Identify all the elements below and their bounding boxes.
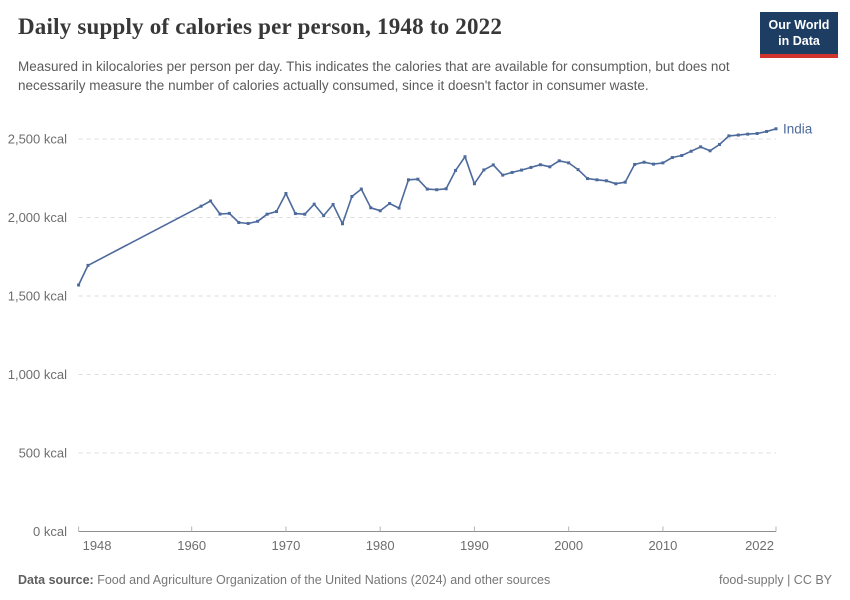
x-axis-tick-label: 1990 <box>460 538 489 553</box>
data-point-marker <box>472 182 476 186</box>
data-point-marker <box>77 283 81 287</box>
data-point-marker <box>765 129 769 133</box>
data-point-marker <box>435 188 439 192</box>
data-point-marker <box>227 211 231 215</box>
data-point-marker <box>699 145 703 149</box>
data-point-marker <box>520 168 524 172</box>
data-point-marker <box>416 177 420 181</box>
data-point-marker <box>331 202 335 206</box>
data-point-marker <box>633 162 637 166</box>
data-point-marker <box>774 127 778 131</box>
y-axis-tick-label: 0 kcal <box>33 524 67 539</box>
data-point-marker <box>425 187 429 191</box>
data-point-marker <box>717 142 721 146</box>
data-point-marker <box>86 263 90 267</box>
data-point-marker <box>237 221 241 225</box>
data-point-marker <box>727 134 731 138</box>
x-axis-tick-label: 1980 <box>366 538 395 553</box>
owid-logo-line2: in Data <box>778 33 820 48</box>
data-point-marker <box>576 168 580 172</box>
data-point-marker <box>388 202 392 206</box>
data-point-marker <box>614 182 618 186</box>
y-axis-tick-label: 1,000 kcal <box>8 367 67 382</box>
x-axis-tick-label: 1948 <box>83 538 112 553</box>
data-point-marker <box>557 159 561 163</box>
data-point-marker <box>218 212 222 216</box>
owid-logo[interactable]: Our World in Data <box>760 12 838 59</box>
data-point-marker <box>567 161 571 165</box>
data-point-marker <box>661 161 665 165</box>
x-axis-tick-label: 2022 <box>745 538 774 553</box>
data-point-marker <box>359 187 363 191</box>
data-point-marker <box>275 210 279 214</box>
data-point-marker <box>623 180 627 184</box>
data-point-marker <box>755 132 759 136</box>
datasource: Data source: Food and Agriculture Organi… <box>18 573 550 587</box>
chart-footer: Data source: Food and Agriculture Organi… <box>18 573 832 587</box>
owid-logo-line1: Our World <box>768 18 830 32</box>
data-point-marker <box>378 209 382 213</box>
data-point-marker <box>746 132 750 136</box>
x-axis-tick-label: 2010 <box>648 538 677 553</box>
x-axis-tick-label: 2000 <box>554 538 583 553</box>
y-axis-tick-label: 1,500 kcal <box>8 289 67 304</box>
data-point-marker <box>256 219 260 223</box>
data-point-marker <box>529 165 533 169</box>
data-point-marker <box>595 178 599 182</box>
data-point-marker <box>491 163 495 167</box>
y-axis-tick-label: 2,500 kcal <box>8 132 67 147</box>
data-point-marker <box>501 173 505 177</box>
data-point-marker <box>303 212 307 216</box>
data-point-marker <box>689 149 693 153</box>
data-point-marker <box>284 191 288 195</box>
data-series-line <box>77 128 777 286</box>
data-point-marker <box>670 156 674 160</box>
data-point-marker <box>350 194 354 198</box>
data-point-marker <box>444 187 448 191</box>
data-point-marker <box>651 162 655 166</box>
data-point-marker <box>586 177 590 181</box>
page-title: Daily supply of calories per person, 194… <box>18 14 503 39</box>
y-axis-tick-label: 2,000 kcal <box>8 210 67 225</box>
data-point-marker <box>510 170 514 174</box>
entity-label[interactable]: India <box>783 121 813 136</box>
chart-subtitle: Measured in kilocalories per person per … <box>18 59 730 94</box>
data-point-marker <box>397 206 401 210</box>
y-axis-tick-label: 500 kcal <box>19 446 68 461</box>
data-point-marker <box>322 214 326 218</box>
data-point-marker <box>199 204 203 208</box>
data-point-marker <box>293 212 297 216</box>
data-point-marker <box>454 168 458 172</box>
data-point-marker <box>604 179 608 183</box>
data-point-marker <box>340 222 344 226</box>
data-point-marker <box>406 178 410 182</box>
x-axis-tick-label: 1970 <box>271 538 300 553</box>
datasource-text: Food and Agriculture Organization of the… <box>93 573 551 587</box>
data-point-marker <box>680 153 684 157</box>
data-point-marker <box>538 163 542 167</box>
data-point-marker <box>246 221 250 225</box>
datasource-label: Data source: <box>18 573 94 587</box>
data-point-marker <box>642 160 646 164</box>
x-axis-tick-label: 1960 <box>177 538 206 553</box>
data-point-marker <box>463 155 467 159</box>
data-point-marker <box>265 212 269 216</box>
license-note[interactable]: food-supply | CC BY <box>718 573 832 587</box>
data-point-marker <box>482 168 486 172</box>
data-point-marker <box>369 206 373 210</box>
data-point-marker <box>548 165 552 169</box>
data-point-marker <box>209 199 213 203</box>
data-point-marker <box>708 149 712 153</box>
data-point-marker <box>736 133 740 137</box>
data-point-marker <box>312 202 316 206</box>
